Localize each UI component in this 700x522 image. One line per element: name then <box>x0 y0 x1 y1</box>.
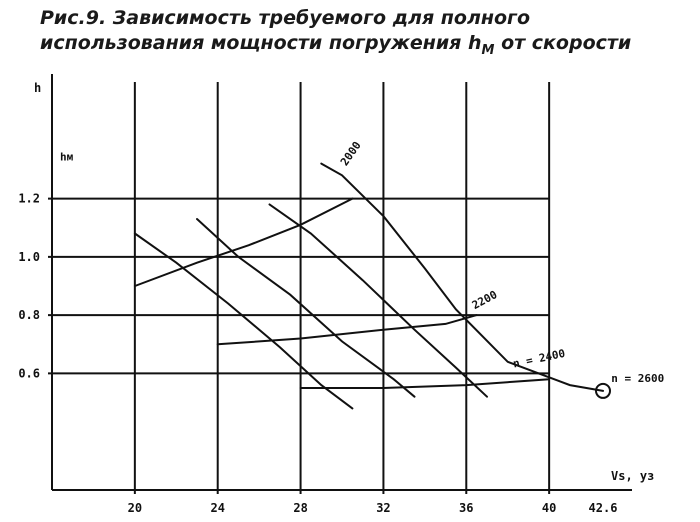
curve-layer <box>133 162 611 410</box>
axis-layer <box>51 74 632 491</box>
label-layer: 20 24 28 32 36 40 42.6 0.6 0.8 1.0 1.2 h Vs, уз hм 200… <box>18 81 664 515</box>
figure-title: Рис.9. Зависимость требуемого для полног… <box>40 6 680 63</box>
x-tick-label: 40 <box>542 501 556 515</box>
title-line-1: Рис.9. Зависимость требуемого для полног… <box>40 7 531 29</box>
x-tick-label: 24 <box>210 501 224 515</box>
annotation-label: hм <box>60 151 74 164</box>
series-curve-6 <box>216 314 478 346</box>
series-curve-5 <box>133 197 354 287</box>
annotation-label: n = 2400 <box>512 347 567 371</box>
series-curve-4 <box>320 162 604 392</box>
y-tick-label: 0.6 <box>18 366 40 380</box>
y-tick-label: 1.0 <box>18 250 40 264</box>
end-point-marker <box>595 382 611 399</box>
x-tick-label: 32 <box>376 501 390 515</box>
series-curve-3 <box>268 203 488 398</box>
annotation-label: n = 2600 <box>611 372 664 385</box>
title-line-2: использования мощности погружения h <box>40 32 482 54</box>
x-tick-label: 36 <box>459 501 473 515</box>
x-tick-label: 28 <box>293 501 307 515</box>
x-axis-label: Vs, уз <box>611 469 654 483</box>
x-tick-label: 42.6 <box>589 501 618 515</box>
title-line-2-end: от скорости <box>494 32 632 54</box>
x-tick-label: 20 <box>128 501 142 515</box>
series-curve-7 <box>299 378 551 389</box>
annotation-label: 2200 <box>470 288 500 312</box>
title-subscript: М <box>481 42 495 58</box>
y-tick-label: 0.8 <box>18 308 40 322</box>
y-axis-label: h <box>34 81 41 95</box>
y-tick-label: 1.2 <box>18 192 40 206</box>
annotation-label: 2000 <box>338 139 364 168</box>
grid-layer <box>48 82 551 494</box>
